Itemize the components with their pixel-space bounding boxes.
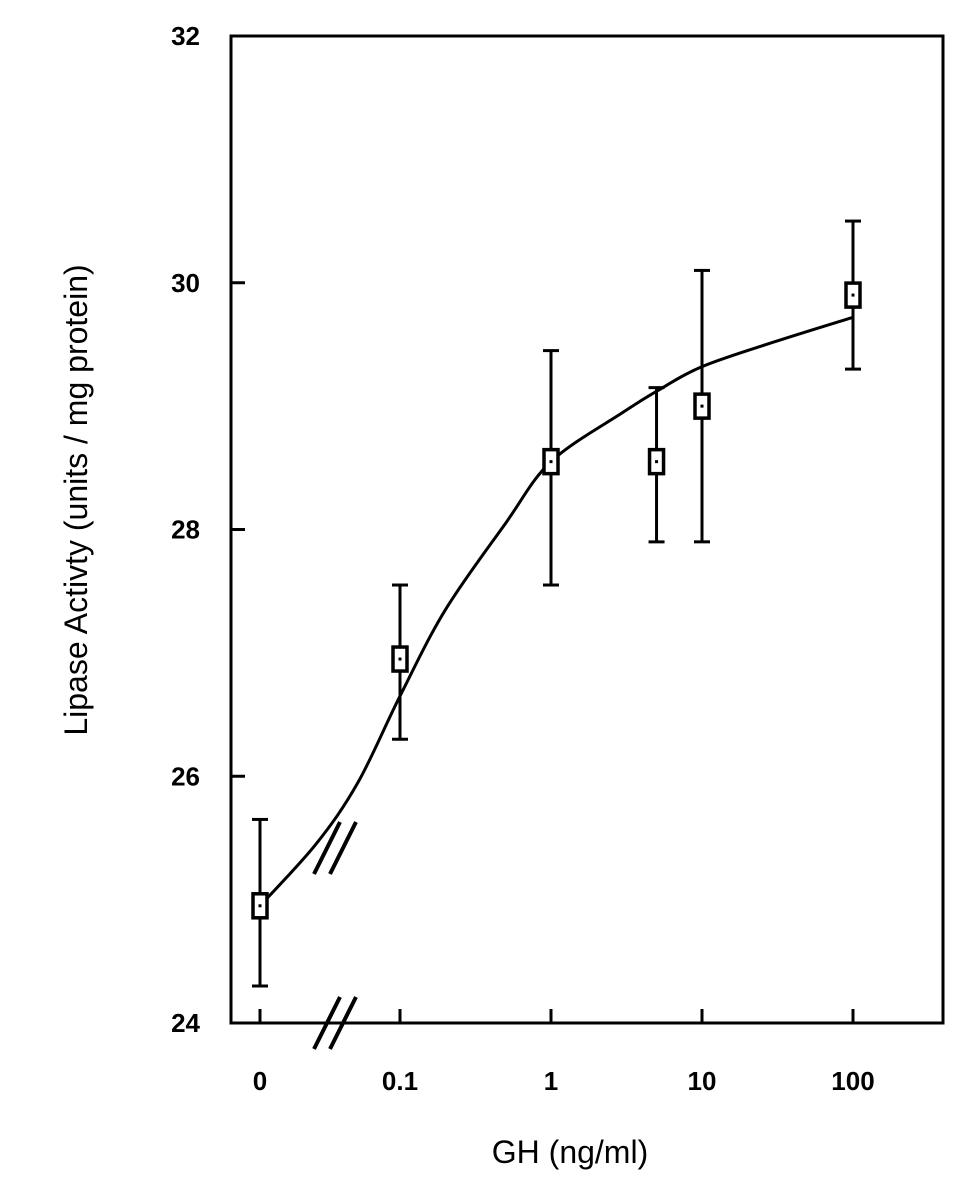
y-tick-label: 26 <box>171 761 200 791</box>
break-slash <box>328 996 358 1050</box>
y-tick-label: 28 <box>171 515 200 545</box>
data-point <box>391 583 409 741</box>
y-tick-label: 32 <box>171 21 200 51</box>
data-point <box>251 817 269 988</box>
x-tick-label: 1 <box>544 1066 558 1096</box>
break-slash <box>328 821 358 875</box>
x-axis-label: GH (ng/ml) <box>492 1134 648 1170</box>
x-tick-label: 0.1 <box>382 1066 418 1096</box>
data-point <box>844 219 862 371</box>
fit-curve <box>258 315 854 907</box>
data-points <box>251 219 862 988</box>
y-tick-label: 30 <box>171 268 200 298</box>
data-point <box>542 349 560 587</box>
y-axis-ticks: 24 26 28 30 32 <box>171 21 245 1038</box>
break-slash <box>312 821 342 875</box>
x-axis-ticks: 0 0.1 1 10 100 <box>253 1009 875 1096</box>
break-slash <box>312 996 342 1050</box>
point-dot <box>398 657 402 661</box>
axis-break-marks <box>312 821 358 1050</box>
point-dot <box>700 404 704 408</box>
point-dot <box>258 904 262 908</box>
x-tick-label: 0 <box>253 1066 267 1096</box>
y-axis-label: Lipase Activty (units / mg protein) <box>58 264 94 735</box>
data-point <box>647 386 666 544</box>
x-tick-label: 100 <box>831 1066 874 1096</box>
x-tick-label: 10 <box>688 1066 717 1096</box>
data-point <box>693 268 711 544</box>
point-dot <box>851 293 855 297</box>
plot-frame <box>229 34 945 1025</box>
point-dot <box>655 460 659 464</box>
y-tick-label: 24 <box>171 1008 200 1038</box>
point-dot <box>549 460 553 464</box>
